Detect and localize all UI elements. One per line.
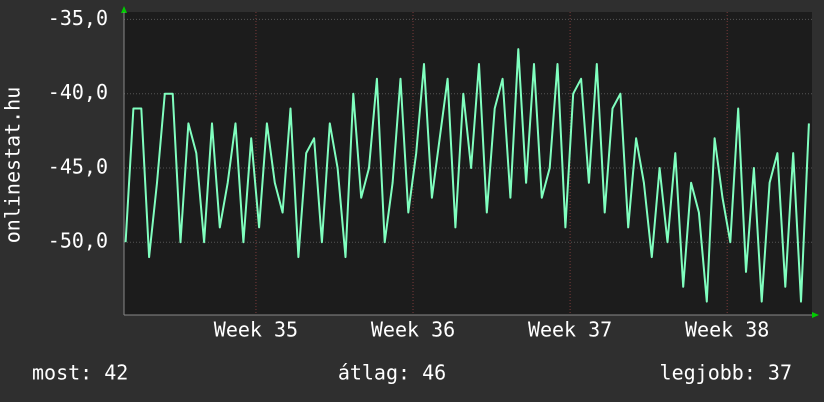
x-tick-label: Week 37 [528, 318, 612, 342]
x-arrow [812, 312, 819, 318]
x-tick-label: Week 36 [371, 318, 455, 342]
x-tick-label: Week 35 [214, 318, 298, 342]
y-tick-label: -35,0 [48, 6, 108, 30]
footer-best: legjobb: 37 [660, 361, 792, 385]
footer-average: átlag: 46 [338, 361, 446, 385]
data-line [124, 48, 810, 303]
y-tick-label: -40,0 [48, 80, 108, 104]
footer-current: most: 42 [32, 361, 128, 385]
y-tick-label: -45,0 [48, 154, 108, 178]
y-arrow [121, 6, 127, 13]
y-axis-label: onlinestat.hu [1, 87, 25, 244]
x-tick-label: Week 38 [685, 318, 769, 342]
y-tick-label: -50,0 [48, 229, 108, 253]
